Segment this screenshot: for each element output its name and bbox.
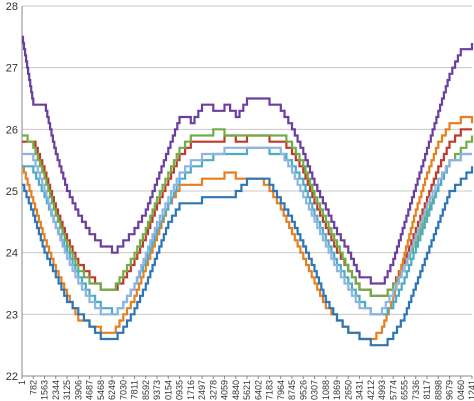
x-tick-label: 6402: [253, 380, 263, 400]
x-tick-label: 7183: [265, 380, 275, 400]
x-tick-label: 3906: [73, 380, 83, 400]
x-tick-label: 3278: [208, 380, 218, 400]
series-line-5: [22, 166, 474, 347]
x-tick-label: 8592: [141, 380, 151, 400]
x-tick-label: 4993: [377, 380, 387, 400]
x-tick-label: 4687: [85, 380, 95, 400]
x-tick-label: 782: [28, 380, 38, 395]
x-tick-label: 7030: [118, 380, 128, 400]
x-tick-label: 5774: [388, 380, 398, 400]
x-tick-label: 0154: [163, 380, 173, 400]
x-tick-label: 2344: [51, 380, 61, 400]
series-lines: [21, 35, 474, 347]
x-tick-labels: 1 782 1563 2344 3125 3906 4687 5468 6249 7030 7811…: [17, 376, 474, 400]
gridlines: [22, 5, 472, 377]
x-tick-label: 3431: [355, 380, 365, 400]
y-tick-label: 27: [6, 63, 18, 75]
x-tick-label: 1563: [40, 380, 50, 400]
x-tick-label: 3125: [62, 380, 72, 400]
x-tick-label: 1241: [467, 380, 474, 400]
x-tick-label: 0935: [175, 380, 185, 400]
y-tick-label: 26: [6, 124, 18, 136]
x-tick-label: 4212: [366, 380, 376, 400]
x-tick-label: 1088: [321, 380, 331, 400]
series-line-7: [22, 146, 472, 316]
series-line-6: [22, 146, 472, 316]
x-tick-label: 4059: [220, 380, 230, 400]
x-tick-label: 1: [17, 380, 27, 385]
y-tick-label: 25: [6, 186, 18, 198]
x-tick-label: 2650: [343, 380, 353, 400]
x-tick-label: 7336: [411, 380, 421, 400]
x-tick-label: 1869: [332, 380, 342, 400]
x-tick-label: 9526: [298, 380, 308, 400]
x-tick-label: 5621: [242, 380, 252, 400]
x-tick-label: 7811: [130, 380, 140, 399]
x-tick-label: 7964: [276, 380, 286, 400]
y-tick-label: 24: [6, 248, 18, 260]
y-tick-label: 28: [6, 1, 18, 13]
x-tick-label: 6555: [400, 380, 410, 400]
series-line-1: [21, 35, 474, 285]
y-tick-label: 22: [6, 371, 18, 383]
y-tick-label: 23: [6, 309, 18, 321]
x-tick-label: 9373: [152, 380, 162, 400]
x-tick-label: 8117: [422, 380, 432, 399]
x-tick-label: 8745: [287, 380, 297, 400]
x-tick-label: 2497: [197, 380, 207, 400]
x-tick-label: 0307: [310, 380, 320, 400]
y-tick-labels: 22 23 24 25 26 27 28: [6, 1, 18, 383]
x-tick-label: 9679: [445, 380, 455, 400]
x-tick-label: 5468: [96, 380, 106, 400]
x-tick-label: 1716: [186, 380, 196, 400]
x-tick-label: 4840: [231, 380, 241, 400]
x-tick-label: 8898: [433, 380, 443, 400]
x-tick-label: 6249: [107, 380, 117, 400]
x-tick-label: 0460: [456, 380, 466, 400]
